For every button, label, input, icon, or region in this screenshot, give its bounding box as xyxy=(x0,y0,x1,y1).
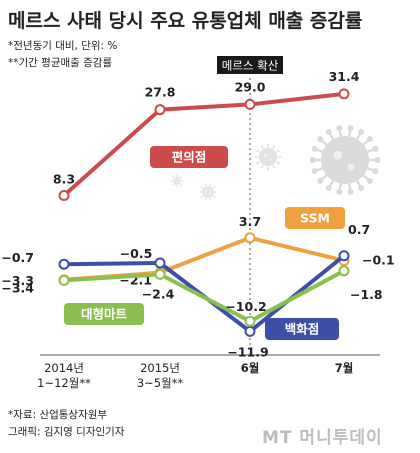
series-line xyxy=(63,269,345,324)
data-label: 29.0 xyxy=(235,79,266,94)
data-point xyxy=(244,315,256,327)
chart-title: 메르스 사태 당시 주요 유통업체 매출 증감률 xyxy=(8,10,363,32)
data-label: −3.4 xyxy=(1,280,34,295)
data-point xyxy=(154,268,166,280)
legend-label: SSM xyxy=(300,211,330,226)
data-point xyxy=(154,104,166,116)
legend-label: 대형마트 xyxy=(81,307,128,322)
x-tick-label: 7월 xyxy=(335,361,354,375)
series-line xyxy=(63,235,345,282)
data-point xyxy=(244,232,256,244)
data-point xyxy=(338,88,350,100)
outbreak-tag xyxy=(217,56,283,74)
data-label: −11.9 xyxy=(227,344,268,359)
credit-note: 그래픽: 김지영 디자인기자 xyxy=(8,426,125,438)
data-label: 0.7 xyxy=(348,222,370,237)
source-note: *자료: 산업통상자원부 xyxy=(8,409,108,421)
legend-badge xyxy=(285,207,345,229)
virus-illustration xyxy=(309,125,381,195)
legend-label: 백화점 xyxy=(285,322,320,337)
brand-logo: MT 머니투데이 xyxy=(262,428,383,448)
data-label: −0.1 xyxy=(362,253,395,268)
period-note: **기간 평균매출 증감률 xyxy=(8,57,113,69)
legend-badge xyxy=(150,146,228,168)
data-point xyxy=(244,98,256,110)
virus-illustration xyxy=(198,183,218,201)
data-label: −3.3 xyxy=(1,273,34,288)
legend-badge xyxy=(64,303,144,325)
virus-illustration xyxy=(254,143,282,171)
data-point xyxy=(338,250,350,262)
data-label: 27.8 xyxy=(145,85,176,100)
data-point xyxy=(244,325,256,337)
data-point xyxy=(58,189,70,201)
unit-note: *전년동기 대비, 단위: % xyxy=(8,40,118,52)
data-label: −2.4 xyxy=(142,286,175,301)
legend-label: 편의점 xyxy=(172,150,207,165)
data-label: −1.8 xyxy=(350,287,383,302)
data-label: 3.7 xyxy=(239,214,261,229)
outbreak-label: 메르스 확산 xyxy=(222,59,279,73)
x-tick-label: 2015년 3~5월** xyxy=(137,361,184,390)
legend-badge xyxy=(265,318,339,340)
data-label: 31.4 xyxy=(329,69,360,84)
x-tick-label: 6월 xyxy=(241,361,260,375)
data-label: 8.3 xyxy=(53,171,75,186)
series-line xyxy=(62,91,345,197)
data-point xyxy=(58,258,70,270)
data-point xyxy=(338,265,350,277)
virus-illustration xyxy=(170,174,184,188)
data-point xyxy=(58,274,70,286)
data-label: −0.7 xyxy=(1,250,34,265)
data-label: −10.2 xyxy=(225,299,266,314)
data-label: −0.5 xyxy=(120,246,153,261)
data-point xyxy=(154,257,166,269)
x-tick-label: 2014년 1~12월** xyxy=(37,361,91,390)
